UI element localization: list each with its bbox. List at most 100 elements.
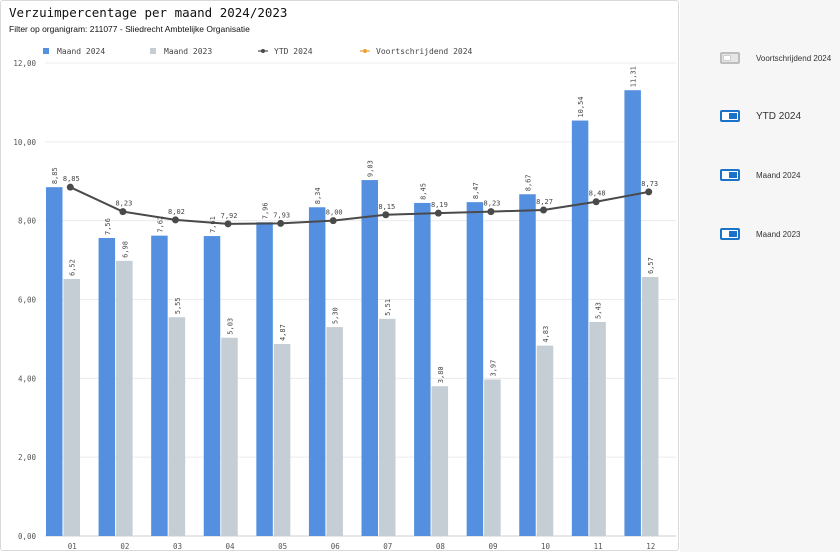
ytd-2024-point bbox=[592, 198, 600, 206]
bar-maand-2023 bbox=[536, 345, 554, 536]
ytd-2024-point bbox=[329, 217, 337, 225]
toggle-ytd-2024[interactable]: YTD 2024 bbox=[720, 110, 801, 122]
bar-maand-2024 bbox=[466, 202, 484, 536]
data-label-maand-2023: 4,87 bbox=[279, 324, 287, 341]
data-label-ytd-2024: 8,15 bbox=[378, 203, 395, 211]
data-label-maand-2024: 7,96 bbox=[262, 202, 270, 219]
legend-label: Maand 2024 bbox=[57, 47, 105, 56]
ytd-2024-point bbox=[277, 219, 285, 227]
bar-maand-2024 bbox=[414, 202, 431, 536]
bar-maand-2023 bbox=[589, 321, 606, 536]
ytd-2024-point bbox=[434, 209, 442, 217]
legend-label: YTD 2024 bbox=[274, 47, 313, 56]
data-label-maand-2023: 5,30 bbox=[332, 307, 340, 324]
ytd-2024-point bbox=[224, 220, 232, 228]
bar-maand-2023 bbox=[641, 277, 659, 536]
bar-maand-2024 bbox=[203, 236, 221, 536]
data-label-maand-2024: 7,62 bbox=[156, 216, 164, 233]
data-label-ytd-2024: 8,73 bbox=[641, 180, 658, 188]
ytd-2024-point bbox=[540, 206, 548, 214]
bar-maand-2024 bbox=[98, 238, 116, 536]
toggle-voortschrijdend-2024[interactable]: Voortschrijdend 2024 bbox=[720, 52, 831, 64]
data-label-ytd-2024: 8,19 bbox=[431, 201, 448, 209]
x-tick-label: 07 bbox=[383, 542, 392, 551]
y-tick-label: 2,00 bbox=[18, 453, 37, 462]
data-label-maand-2023: 5,51 bbox=[384, 299, 392, 316]
data-label-maand-2023: 5,43 bbox=[595, 302, 603, 319]
bar-maand-2024 bbox=[151, 235, 168, 536]
data-label-maand-2023: 4,83 bbox=[542, 326, 550, 343]
x-tick-label: 08 bbox=[436, 542, 446, 551]
bar-maand-2024 bbox=[624, 90, 641, 536]
data-label-maand-2024: 8,85 bbox=[51, 167, 59, 184]
bar-maand-2024 bbox=[519, 194, 536, 536]
data-label-maand-2023: 3,80 bbox=[437, 366, 445, 383]
data-label-maand-2023: 6,52 bbox=[69, 259, 77, 276]
x-tick-label: 04 bbox=[226, 542, 236, 551]
chart-svg: 0,00 2,00 4,00 6,00 8,00 10,00 12,00 Maand 2024… bbox=[13, 47, 676, 551]
toggle-switch-icon[interactable] bbox=[720, 52, 740, 64]
ytd-2024-point bbox=[645, 188, 653, 196]
y-tick-label: 4,00 bbox=[18, 374, 37, 383]
bar-maand-2023 bbox=[273, 344, 291, 536]
data-label-maand-2024: 11,31 bbox=[630, 66, 638, 87]
y-tick-label: 6,00 bbox=[18, 296, 37, 305]
bar-maand-2023 bbox=[379, 318, 396, 536]
legend-marker bbox=[150, 48, 156, 54]
data-label-maand-2023: 5,03 bbox=[227, 318, 235, 335]
bar-maand-2024 bbox=[308, 207, 326, 536]
legend-label: Voortschrijdend 2024 bbox=[376, 47, 473, 56]
ytd-2024-point bbox=[171, 216, 179, 224]
x-tick-label: 03 bbox=[173, 542, 182, 551]
data-label-maand-2024: 8,47 bbox=[472, 182, 480, 199]
series-toggle-panel: Voortschrijdend 2024 YTD 2024 Maand 2024… bbox=[680, 0, 840, 552]
toggle-maand-2023[interactable]: Maand 2023 bbox=[720, 228, 800, 240]
bar-maand-2023 bbox=[484, 379, 501, 536]
data-label-ytd-2024: 8,23 bbox=[484, 200, 501, 208]
data-label-maand-2023: 6,57 bbox=[647, 257, 655, 274]
chart-subtitle: Filter op organigram: 211077 - Sliedrech… bbox=[9, 24, 250, 34]
data-label-maand-2024: 8,67 bbox=[525, 174, 533, 191]
data-label-ytd-2024: 8,48 bbox=[589, 190, 606, 198]
bar-maand-2024 bbox=[46, 187, 63, 536]
bar-maand-2024 bbox=[256, 222, 273, 536]
toggle-switch-icon[interactable] bbox=[720, 228, 740, 240]
data-label-ytd-2024: 8,02 bbox=[168, 208, 185, 216]
y-tick-label: 10,00 bbox=[13, 138, 36, 147]
bar-maand-2023 bbox=[221, 337, 238, 536]
data-label-maand-2024: 7,56 bbox=[104, 218, 112, 235]
y-tick-label: 8,00 bbox=[18, 217, 37, 226]
chart-panel: Verzuimpercentage per maand 2024/2023 Fi… bbox=[0, 0, 679, 551]
data-label-maand-2023: 6,98 bbox=[121, 241, 129, 258]
y-tick-label: 0,00 bbox=[18, 532, 37, 541]
data-label-maand-2024: 8,34 bbox=[314, 187, 322, 204]
data-label-maand-2024: 7,61 bbox=[209, 216, 217, 233]
x-tick-label: 01 bbox=[68, 542, 77, 551]
toggle-switch-icon[interactable] bbox=[720, 110, 740, 122]
bar-maand-2023 bbox=[116, 260, 133, 536]
data-label-ytd-2024: 8,85 bbox=[63, 175, 80, 183]
data-label-ytd-2024: 8,23 bbox=[115, 200, 132, 208]
y-tick-label: 12,00 bbox=[13, 59, 36, 68]
bar-maand-2023 bbox=[431, 386, 449, 536]
legend-marker-dot bbox=[261, 49, 265, 53]
data-label-ytd-2024: 8,00 bbox=[326, 209, 343, 217]
x-tick-label: 12 bbox=[646, 542, 655, 551]
toggle-label: Maand 2023 bbox=[756, 229, 801, 239]
chart-title: Verzuimpercentage per maand 2024/2023 bbox=[9, 5, 288, 20]
toggle-label: Voortschrijdend 2024 bbox=[756, 53, 832, 63]
toggle-maand-2024[interactable]: Maand 2024 bbox=[720, 169, 800, 181]
data-label-maand-2023: 3,97 bbox=[489, 360, 497, 377]
x-tick-label: 05 bbox=[278, 542, 287, 551]
data-label-maand-2024: 9,03 bbox=[367, 160, 375, 177]
ytd-2024-point bbox=[382, 211, 390, 219]
toggle-label: YTD 2024 bbox=[756, 110, 802, 122]
bar-maand-2024 bbox=[361, 180, 378, 536]
data-label-ytd-2024: 7,93 bbox=[273, 211, 290, 219]
data-label-maand-2024: 8,45 bbox=[419, 183, 427, 200]
data-label-ytd-2024: 7,92 bbox=[221, 212, 238, 220]
ytd-2024-line bbox=[69, 186, 649, 225]
data-label-maand-2024: 10,54 bbox=[577, 96, 585, 117]
toggle-switch-icon[interactable] bbox=[720, 169, 740, 181]
ytd-2024-point bbox=[487, 208, 495, 216]
